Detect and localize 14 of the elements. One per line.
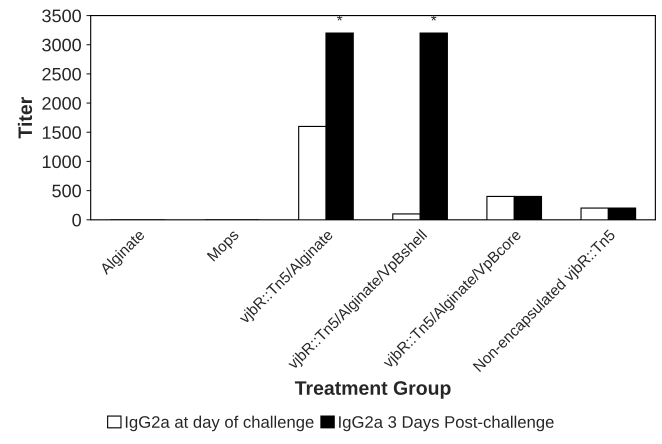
y-tick-label: 1000 — [42, 155, 81, 168]
y-tick-label: 3000 — [42, 38, 81, 52]
y-tick-label: 2000 — [42, 97, 81, 110]
x-axis-title: Treatment Group — [294, 381, 451, 399]
annotation: * — [431, 15, 436, 21]
annotation: * — [336, 15, 342, 21]
legend-label: IgG2a at day of challenge — [126, 416, 314, 432]
y-tick-label: 1500 — [42, 126, 81, 139]
y-tick-label: 0 — [72, 214, 81, 226]
y-axis-title: Titer — [18, 97, 32, 138]
y-tick-label: 2500 — [42, 68, 81, 81]
legend-label: IgG2a 3 Days Post-challenge — [339, 416, 554, 432]
y-tick-label: 500 — [52, 184, 81, 198]
y-tick-label: 3500 — [42, 9, 81, 22]
